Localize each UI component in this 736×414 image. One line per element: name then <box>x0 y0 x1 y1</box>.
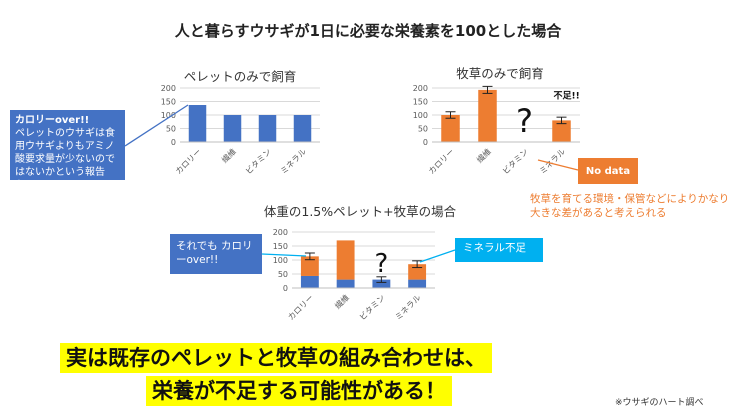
chart3-pellet-and-hay: 0 50 100 150 200 カロリー 繊維 ビタミン?ミネラル <box>273 228 435 322</box>
question-mark-annotation: ? <box>516 102 533 140</box>
pellet-callout-heading: カロリーover!! <box>15 115 90 126</box>
y-tick-label: 0 <box>423 138 428 147</box>
chart1-title: ペレットのみで飼育 <box>183 69 297 84</box>
y-tick-label: 200 <box>273 228 288 237</box>
pellet-calorie-callout: カロリーover!! ペレットのウサギは食用ウサギよりもアミノ酸要求量が少ないの… <box>10 110 125 191</box>
error-bar <box>482 85 493 94</box>
error-bar <box>304 252 315 261</box>
chart3-title: 体重の1.5%ペレット+牧草の場合 <box>263 204 457 219</box>
question-mark-annotation: ? <box>374 249 388 279</box>
x-tick-label: カロリー <box>174 147 203 176</box>
y-tick-label: 100 <box>273 256 288 265</box>
conclusion-banner-line1: 実は既存のペレットと牧草の組み合わせは、 <box>60 343 492 373</box>
y-tick-label: 150 <box>413 98 428 107</box>
error-bar <box>376 276 387 283</box>
bar-カロリー <box>188 105 207 142</box>
main-title: 人と暮らすウサギが1日に必要な栄養素を100とした場合 <box>174 22 562 40</box>
mineral-shortage-callout: ミネラル不足 <box>455 238 543 262</box>
error-bar <box>445 111 456 119</box>
chart2-hay-only: 0 50 100 150 200 カロリー 繊維 ビタミン?ミネラル 不足!! <box>413 84 580 176</box>
conclusion-banner-line2: 栄養が不足する可能性がある！ <box>146 376 452 406</box>
x-tick-label: カロリー <box>286 293 315 322</box>
y-tick-label: 150 <box>273 242 288 251</box>
y-tick-label: 100 <box>413 111 428 120</box>
bar-繊維 <box>336 279 355 288</box>
x-tick-label: カロリー <box>427 147 456 176</box>
nodata-callout: No data <box>578 158 638 184</box>
mixed-calorie-callout: それでも カロリーover!! <box>170 234 262 274</box>
bar-繊維 <box>336 240 355 280</box>
y-tick-label: 200 <box>413 84 428 93</box>
y-tick-label: 50 <box>418 125 428 134</box>
y-tick-label: 200 <box>161 84 176 93</box>
y-tick-label: 0 <box>283 284 288 293</box>
bar-ミネラル <box>552 120 571 142</box>
shortage-annotation: 不足!! <box>554 90 580 101</box>
pellet-callout-body: ペレットのウサギは食用ウサギよりもアミノ酸要求量が少ないのではないかという報告も… <box>15 128 115 191</box>
x-tick-label: ビタミン <box>358 293 387 322</box>
bar-ビタミン <box>372 279 391 288</box>
y-tick-label: 50 <box>166 125 176 134</box>
hay-variation-note: 牧草を育てる環境・保管などによりかなり大きな差があると考えられる <box>530 193 730 219</box>
x-tick-label: ミネラル <box>394 293 423 322</box>
y-tick-label: 150 <box>161 98 176 107</box>
x-tick-label: ミネラル <box>538 147 567 176</box>
y-tick-label: 50 <box>278 270 288 279</box>
y-tick-label: 100 <box>161 111 176 120</box>
x-tick-label: 繊維 <box>475 146 493 164</box>
chart1-pellet-only: 0 50 100 150 200 カロリー 繊維 ビタミン ミネラル <box>161 84 320 176</box>
y-tick-label: 0 <box>171 138 176 147</box>
bar-カロリー <box>300 275 319 288</box>
x-tick-label: ミネラル <box>279 147 308 176</box>
x-tick-label: ビタミン <box>501 147 530 176</box>
bar-ミネラル <box>293 115 312 142</box>
bar-繊維 <box>223 115 242 142</box>
bar-ビタミン <box>258 115 277 142</box>
bar-繊維 <box>478 89 497 142</box>
bar-ミネラル <box>408 279 427 288</box>
x-tick-label: 繊維 <box>333 292 351 310</box>
bar-カロリー <box>441 115 460 142</box>
bar-カロリー <box>300 256 319 276</box>
error-bar <box>556 116 567 125</box>
source-note: ※ウサギのハート調べ <box>615 398 704 408</box>
x-tick-label: ビタミン <box>244 147 273 176</box>
x-tick-label: 繊維 <box>220 146 238 164</box>
chart2-title: 牧草のみで飼育 <box>456 66 544 81</box>
